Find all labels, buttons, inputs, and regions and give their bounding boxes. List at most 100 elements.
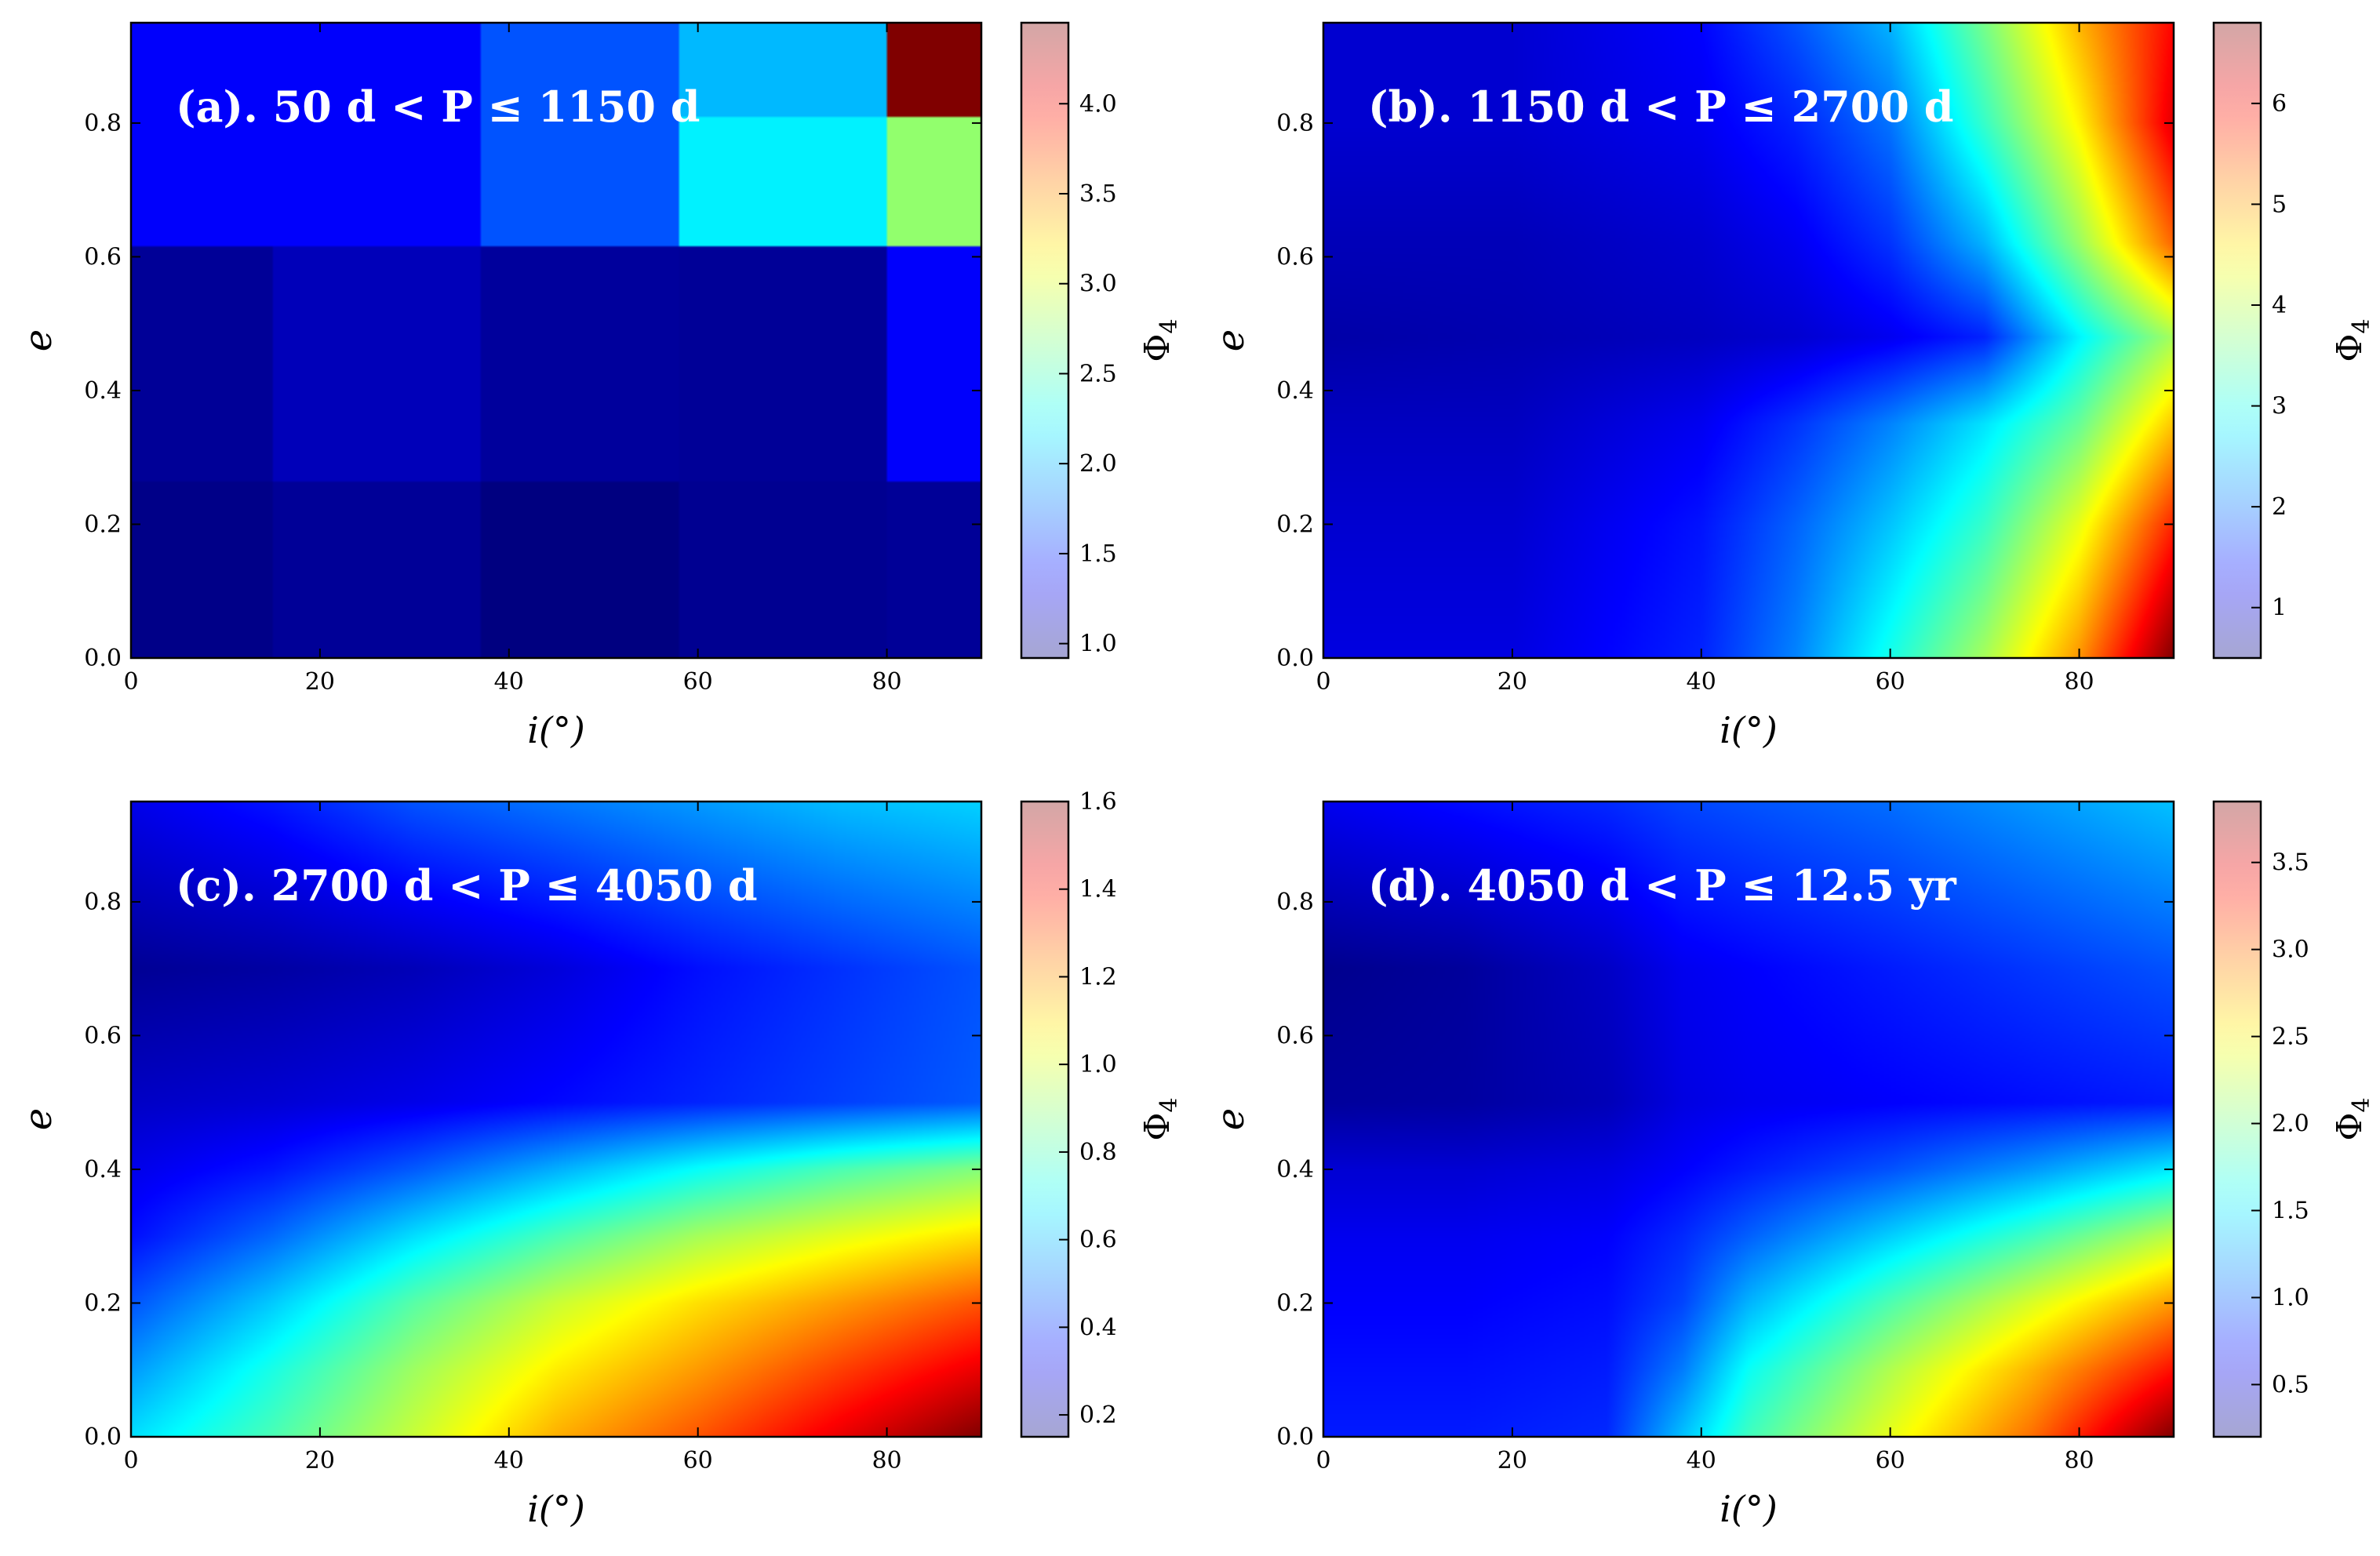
heatmap-image [1323,802,2174,1437]
colorbar-tick-label: 2.0 [2272,1111,2309,1138]
panel-d: 0 20 40 60 80 0.0 0.2 0.4 0.6 0.8 i(°) e (d). 4050 d… [1209,800,2375,1530]
colorbar-frame [1020,800,1070,1438]
y-tick-label: 0.4 [1276,1156,1314,1183]
y-tick-label: 0.0 [1276,645,1314,672]
y-tick-label: 0.2 [1276,1289,1314,1317]
panel-title: (c). 2700 d < P ≤ 4050 d [176,860,758,911]
y-tick-label: 0.4 [1276,377,1314,405]
colorbar-tick-label: 3.0 [2272,936,2309,964]
y-tick-label: 0.6 [84,243,122,271]
x-tick-label: 60 [683,1447,713,1474]
plot-frame [1322,800,2175,1438]
x-tick-label: 0 [123,668,138,696]
panel-title: (b). 1150 d < P ≤ 2700 d [1368,82,1953,132]
colorbar-tick-label: 2.5 [2272,1023,2309,1051]
x-axis-label: i(°) [1719,1488,1778,1530]
colorbar-tick-label: 1.0 [1079,1051,1117,1078]
panel-b: 0 20 40 60 80 0.0 0.2 0.4 0.6 0.8 i(°) e (b). 1150 d… [1209,21,2375,751]
colorbar [2214,802,2261,1437]
colorbar-tick-label: 3.0 [1079,271,1117,298]
x-tick-label: 40 [494,668,524,696]
colorbar [2214,23,2261,658]
y-axis-label: e [1209,329,1253,351]
colorbar-tick-label: 2 [2272,493,2287,521]
x-tick-label: 40 [494,1447,524,1474]
x-tick-label: 60 [1876,1447,1905,1474]
y-tick-label: 0.6 [84,1022,122,1049]
y-tick-label: 0.8 [1276,889,1314,916]
x-tick-label: 20 [1498,668,1527,696]
plot-frame [129,21,983,660]
colorbar-tick-label: 3 [2272,393,2287,420]
colorbar-frame [1020,21,1070,660]
y-tick-label: 0.8 [1276,110,1314,137]
colorbar-tick-label: 1.5 [1079,540,1117,568]
colorbar-label: Φ4 [2330,1097,2375,1140]
panel-title: (a). 50 d < P ≤ 1150 d [176,82,701,132]
colorbar-tick-label: 5 [2272,191,2287,218]
y-tick-label: 0.8 [84,889,122,916]
colorbar-tick-label: 1.0 [2272,1284,2309,1311]
x-tick-label: 20 [305,668,335,696]
heatmap-image [131,802,981,1437]
x-tick-label: 80 [2064,668,2094,696]
colorbar-tick-label: 1.0 [1079,631,1117,658]
colorbar-tick-label: 1 [2272,594,2287,622]
x-tick-label: 60 [683,668,713,696]
y-tick-label: 0.2 [1276,511,1314,538]
x-tick-label: 40 [1687,668,1716,696]
y-tick-label: 0.6 [1276,1022,1314,1049]
x-tick-label: 0 [1316,668,1330,696]
colorbar-tick-label: 3.5 [1079,180,1117,208]
plot-frame [129,800,983,1438]
x-tick-label: 0 [123,1447,138,1474]
colorbar-tick-label: 1.4 [1079,876,1117,903]
y-tick-label: 0.8 [84,110,122,137]
y-tick-label: 0.4 [84,377,122,405]
colorbar-tick-label: 3.5 [2272,849,2309,877]
colorbar-tick-label: 6 [2272,90,2287,118]
colorbar [1021,23,1068,658]
y-axis-label: e [1209,1108,1253,1130]
colorbar-frame [2212,800,2262,1438]
colorbar-tick-label: 0.4 [1079,1314,1117,1341]
y-tick-label: 0.6 [1276,243,1314,271]
colorbar-tick-label: 0.5 [2272,1371,2309,1398]
x-tick-label: 20 [1498,1447,1527,1474]
y-tick-label: 0.2 [84,511,122,538]
heatmap-image [131,23,981,658]
panel-a: 0 20 40 60 80 0.0 0.2 0.4 0.6 0.8 i(°) e (a). 50 d <… [16,21,1183,751]
y-tick-label: 0.2 [84,1289,122,1317]
colorbar-label: Φ4 [2330,318,2375,362]
y-tick-label: 0.0 [84,1423,122,1451]
y-axis-label: e [16,1108,60,1130]
y-tick-label: 0.4 [84,1156,122,1183]
x-tick-label: 0 [1316,1447,1330,1474]
x-tick-label: 80 [872,1447,901,1474]
x-axis-label: i(°) [527,1488,585,1530]
x-tick-label: 80 [872,668,901,696]
x-tick-label: 80 [2064,1447,2094,1474]
colorbar-tick-label: 0.6 [1079,1227,1117,1254]
colorbar-tick-label: 4 [2272,292,2287,319]
colorbar-tick-label: 2.5 [1079,360,1117,387]
x-tick-label: 60 [1876,668,1905,696]
y-axis-label: e [16,329,60,351]
colorbar-tick-label: 4.0 [1079,90,1117,118]
plot-frame [1322,21,2175,660]
x-axis-label: i(°) [1719,709,1778,751]
colorbar-tick-label: 1.5 [2272,1198,2309,1225]
y-tick-label: 0.0 [1276,1423,1314,1451]
x-axis-label: i(°) [527,709,585,751]
colorbar-tick-label: 2.0 [1079,450,1117,478]
panel-c: 0 20 40 60 80 0.0 0.2 0.4 0.6 0.8 i(°) e (c). 2700 d… [16,788,1183,1530]
colorbar-tick-label: 0.8 [1079,1139,1117,1166]
colorbar-tick-label: 1.2 [1079,963,1117,991]
colorbar-label: Φ4 [1137,1097,1183,1140]
panel-title: (d). 4050 d < P ≤ 12.5 yr [1368,860,1956,911]
y-tick-label: 0.0 [84,645,122,672]
heatmap-image [1323,23,2174,658]
x-tick-label: 20 [305,1447,335,1474]
x-tick-label: 40 [1687,1447,1716,1474]
